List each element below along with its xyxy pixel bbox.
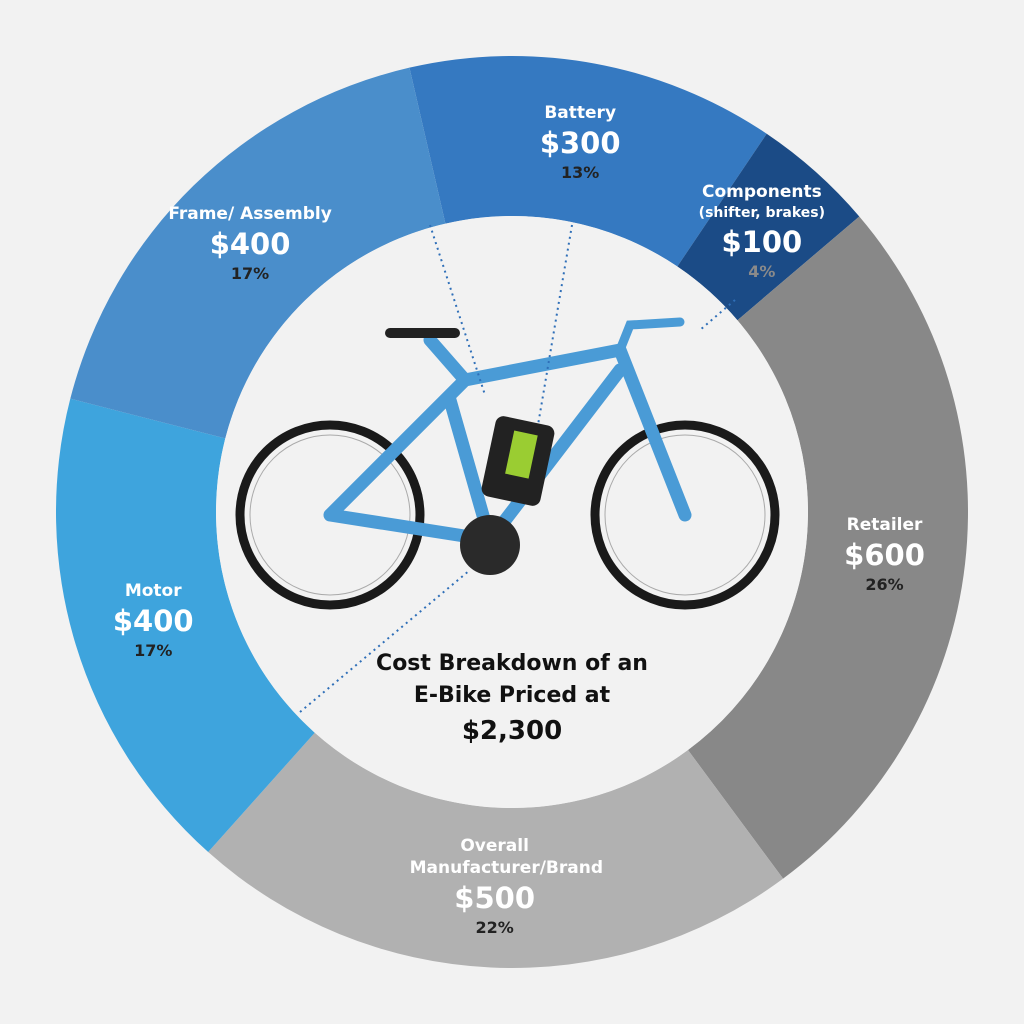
segment-label: Retailer $600 26% [800,514,970,596]
category-label: Battery [544,103,617,124]
value-label: $400 [112,604,194,639]
bike [235,317,780,610]
value-label: $100 [721,225,803,260]
category-sublabel: (shifter, brakes) [698,205,826,222]
total-label: $2,300 [461,716,563,746]
leader-lines [299,224,736,713]
donut-segment [70,67,446,439]
category-label: Components [702,182,822,203]
title-text: Cost Breakdown of an E-Bike Priced at [376,651,648,708]
donut-segment [687,216,968,879]
category-label: Frame/ Assembly [168,203,332,224]
percentage-label: 13% [561,163,600,183]
segment-label: Overall Manufacturer/Brand $500 22% [409,835,603,939]
donut-segment [677,133,860,321]
percentage-label: 22% [475,917,514,937]
category-label: Motor [124,581,182,602]
donut-segment [208,732,784,968]
value-label: $600 [844,537,925,572]
chart-title: Cost Breakdown of an E-Bike Priced at $2,… [362,648,662,750]
segment-label: Battery $300 13% [495,102,665,184]
percentage-label: 4% [748,262,776,282]
category-label: Retailer [846,514,923,535]
segment-label: Components (shifter, brakes) $100 4% [677,181,847,283]
segment-label: Frame/ Assembly $400 17% [165,203,335,285]
category-label: Overall Manufacturer/Brand [409,835,603,878]
value-label: $500 [454,880,535,915]
donut-segment [409,56,767,267]
donut-segment [55,398,315,853]
value-label: $300 [539,126,621,161]
percentage-label: 17% [230,263,270,283]
percentage-label: 17% [134,641,173,661]
percentage-label: 26% [865,574,904,594]
value-label: $400 [209,226,291,261]
segment-label: Motor $400 17% [68,580,238,662]
